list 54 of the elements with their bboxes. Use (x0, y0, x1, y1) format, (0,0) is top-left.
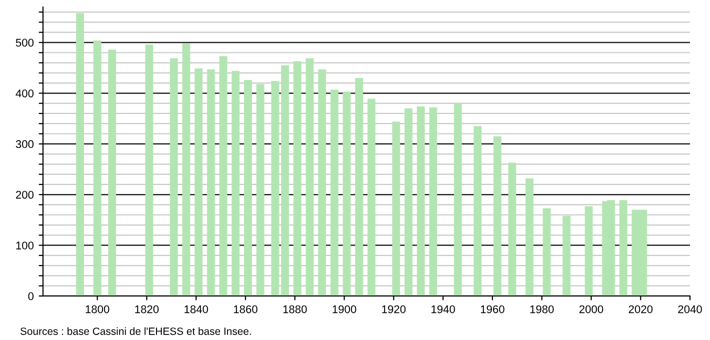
bar (76, 13, 84, 296)
bar (232, 70, 240, 296)
bar (318, 69, 326, 296)
bar (619, 200, 628, 296)
x-tick-label: 1880 (283, 305, 307, 314)
y-tick-label: 0 (28, 292, 34, 300)
x-tick-label: 1800 (86, 305, 110, 314)
bar (355, 78, 364, 296)
bar (306, 58, 314, 296)
bar (542, 208, 551, 296)
x-tick-label: 1900 (332, 305, 356, 314)
bar (454, 102, 462, 296)
y-tick-label: 500 (16, 38, 34, 47)
x-tick-label: 1940 (432, 305, 455, 314)
bar (562, 216, 570, 296)
x-tick-label: 1920 (382, 305, 406, 314)
bar (145, 44, 154, 296)
bar (219, 56, 228, 296)
y-tick-label: 300 (16, 140, 34, 148)
x-tick-label: 1960 (480, 305, 504, 314)
bar (584, 206, 593, 296)
bar (474, 126, 482, 296)
bar (206, 69, 215, 296)
x-tick-label: 2040 (678, 305, 702, 314)
y-tick-label: 400 (16, 89, 34, 98)
bar (330, 90, 338, 296)
y-tick-label: 100 (16, 242, 34, 250)
x-tick-label: 1840 (184, 305, 208, 314)
bar (194, 68, 203, 296)
bar (526, 178, 534, 296)
x-tick-label: 1980 (530, 305, 554, 314)
source-note: Sources : base Cassini de l'EHESS et base Insee. (20, 327, 251, 335)
x-tick-label: 2000 (579, 305, 604, 314)
bar (93, 40, 102, 296)
bar (342, 92, 351, 296)
bar (508, 162, 516, 296)
y-tick-label: 200 (16, 190, 34, 199)
bar (293, 61, 302, 296)
bar (182, 44, 190, 296)
bar (493, 136, 502, 296)
x-tick-label: 2020 (628, 305, 653, 314)
bar (404, 108, 412, 296)
bar (429, 107, 438, 296)
bar (271, 81, 280, 296)
bar (244, 80, 252, 296)
bar (108, 50, 116, 296)
bar (256, 84, 264, 296)
bar (170, 58, 178, 296)
x-tick-label: 1860 (234, 305, 258, 314)
bar (392, 122, 400, 296)
bar (416, 106, 425, 296)
bar (367, 98, 376, 296)
bar (281, 65, 289, 296)
x-tick-label: 1820 (135, 305, 159, 314)
